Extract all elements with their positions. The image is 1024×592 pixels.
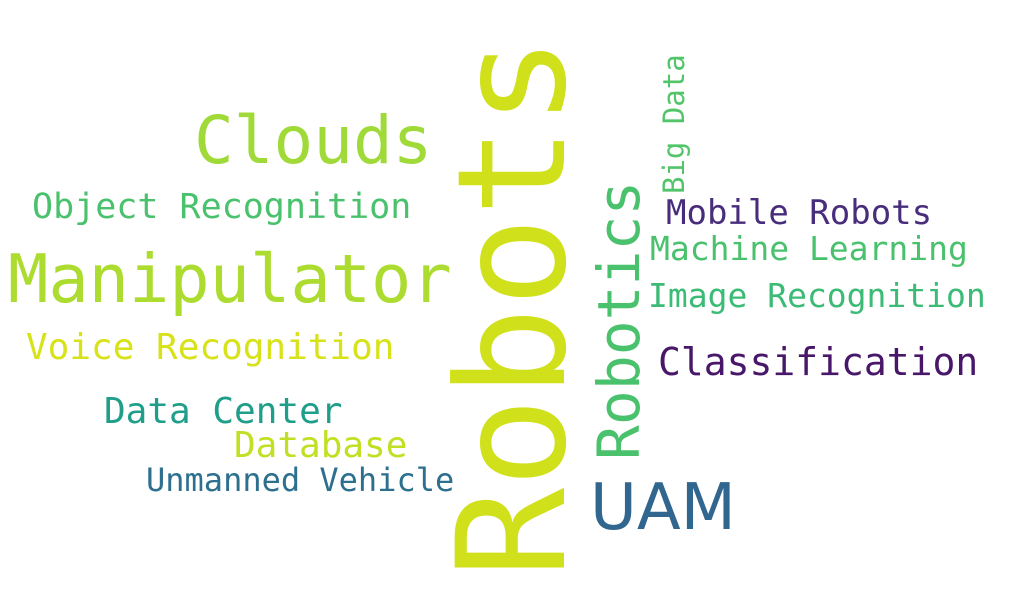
word-machine-learning: Machine Learning xyxy=(650,232,968,265)
word-robots: Robots xyxy=(438,36,588,578)
word-uam: UAM xyxy=(590,476,736,540)
word-mobile-robots: Mobile Robots xyxy=(666,196,932,230)
word-database: Database xyxy=(234,428,407,464)
word-classification: Classification xyxy=(658,343,978,381)
word-big-data: Big Data xyxy=(660,54,689,194)
word-clouds: Clouds xyxy=(194,108,432,174)
word-robotics: Robotics xyxy=(590,181,648,460)
word-object-recognition: Object Recognition xyxy=(32,190,411,225)
word-manipulator: Manipulator xyxy=(8,246,452,313)
word-voice-recognition: Voice Recognition xyxy=(26,330,394,366)
word-unmanned-vehicle: Unmanned Vehicle xyxy=(146,464,454,496)
word-image-recognition: Image Recognition xyxy=(648,279,986,312)
